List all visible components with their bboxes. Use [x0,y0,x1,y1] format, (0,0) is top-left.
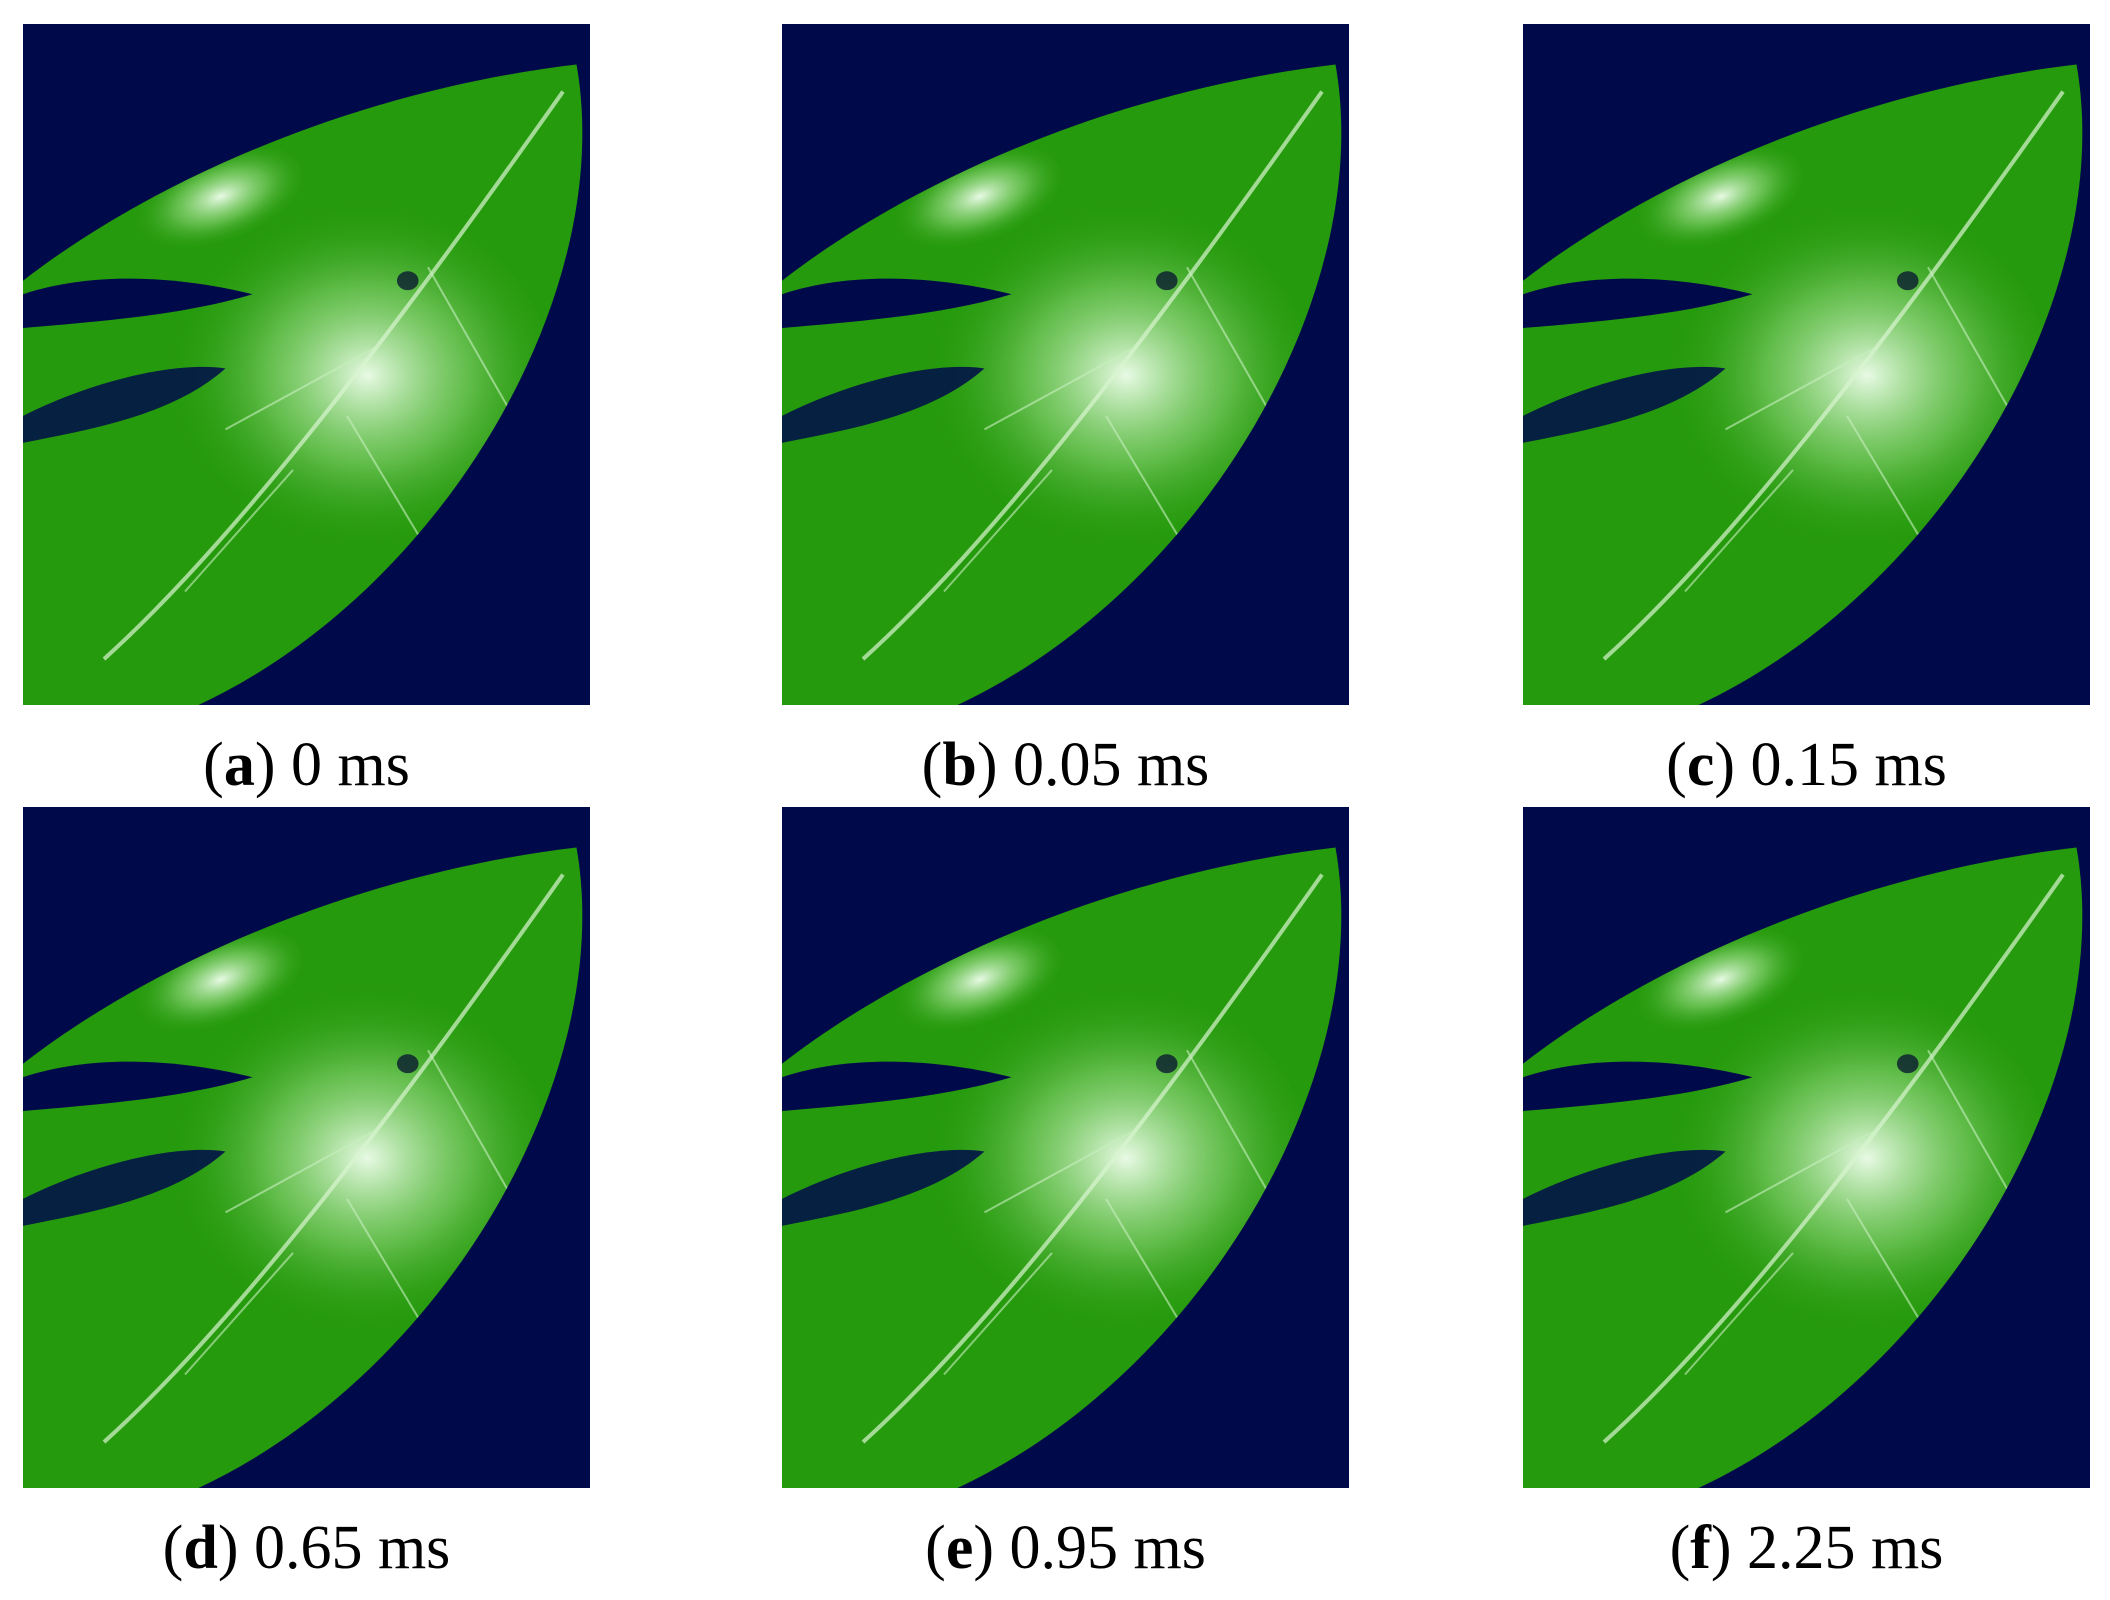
leaf-image [782,24,1349,705]
caption-letter: c [1686,731,1715,799]
caption: (f) 2.25 ms [1523,1508,2090,1588]
caption-letter: f [1690,1514,1711,1582]
caption: (b) 0.05 ms [782,725,1349,805]
leaf-image [782,807,1349,1488]
panel: (e) 0.95 ms [782,807,1349,1588]
caption-suffix: ) 0.95 ms [973,1514,1206,1582]
caption: (d) 0.65 ms [23,1508,590,1588]
panel: (d) 0.65 ms [23,807,590,1588]
caption-letter: d [183,1514,218,1582]
leaf-image [23,24,590,705]
caption-suffix: ) 0 ms [254,731,410,799]
caption-letter: b [942,731,977,799]
panel: (c) 0.15 ms [1523,24,2090,805]
caption: (a) 0 ms [23,725,590,805]
caption-prefix: ( [1666,731,1687,799]
leaf-image [1523,807,2090,1488]
caption-prefix: ( [921,731,943,799]
caption-letter: a [223,731,255,799]
panel: (b) 0.05 ms [782,24,1349,805]
caption-prefix: ( [925,1514,946,1582]
caption-prefix: ( [203,731,224,799]
leaf-image [23,807,590,1488]
panel: (f) 2.25 ms [1523,807,2090,1588]
caption-suffix: ) 0.15 ms [1714,731,1947,799]
caption-prefix: ( [1669,1514,1691,1582]
caption-suffix: ) 0.65 ms [217,1514,451,1582]
panel: (a) 0 ms [23,24,590,805]
caption-prefix: ( [162,1514,184,1582]
leaf-image [1523,24,2090,705]
caption-suffix: ) 2.25 ms [1710,1514,1944,1582]
caption: (e) 0.95 ms [782,1508,1349,1588]
caption: (c) 0.15 ms [1523,725,2090,805]
caption-letter: e [945,1514,974,1582]
caption-suffix: ) 0.05 ms [976,731,1210,799]
